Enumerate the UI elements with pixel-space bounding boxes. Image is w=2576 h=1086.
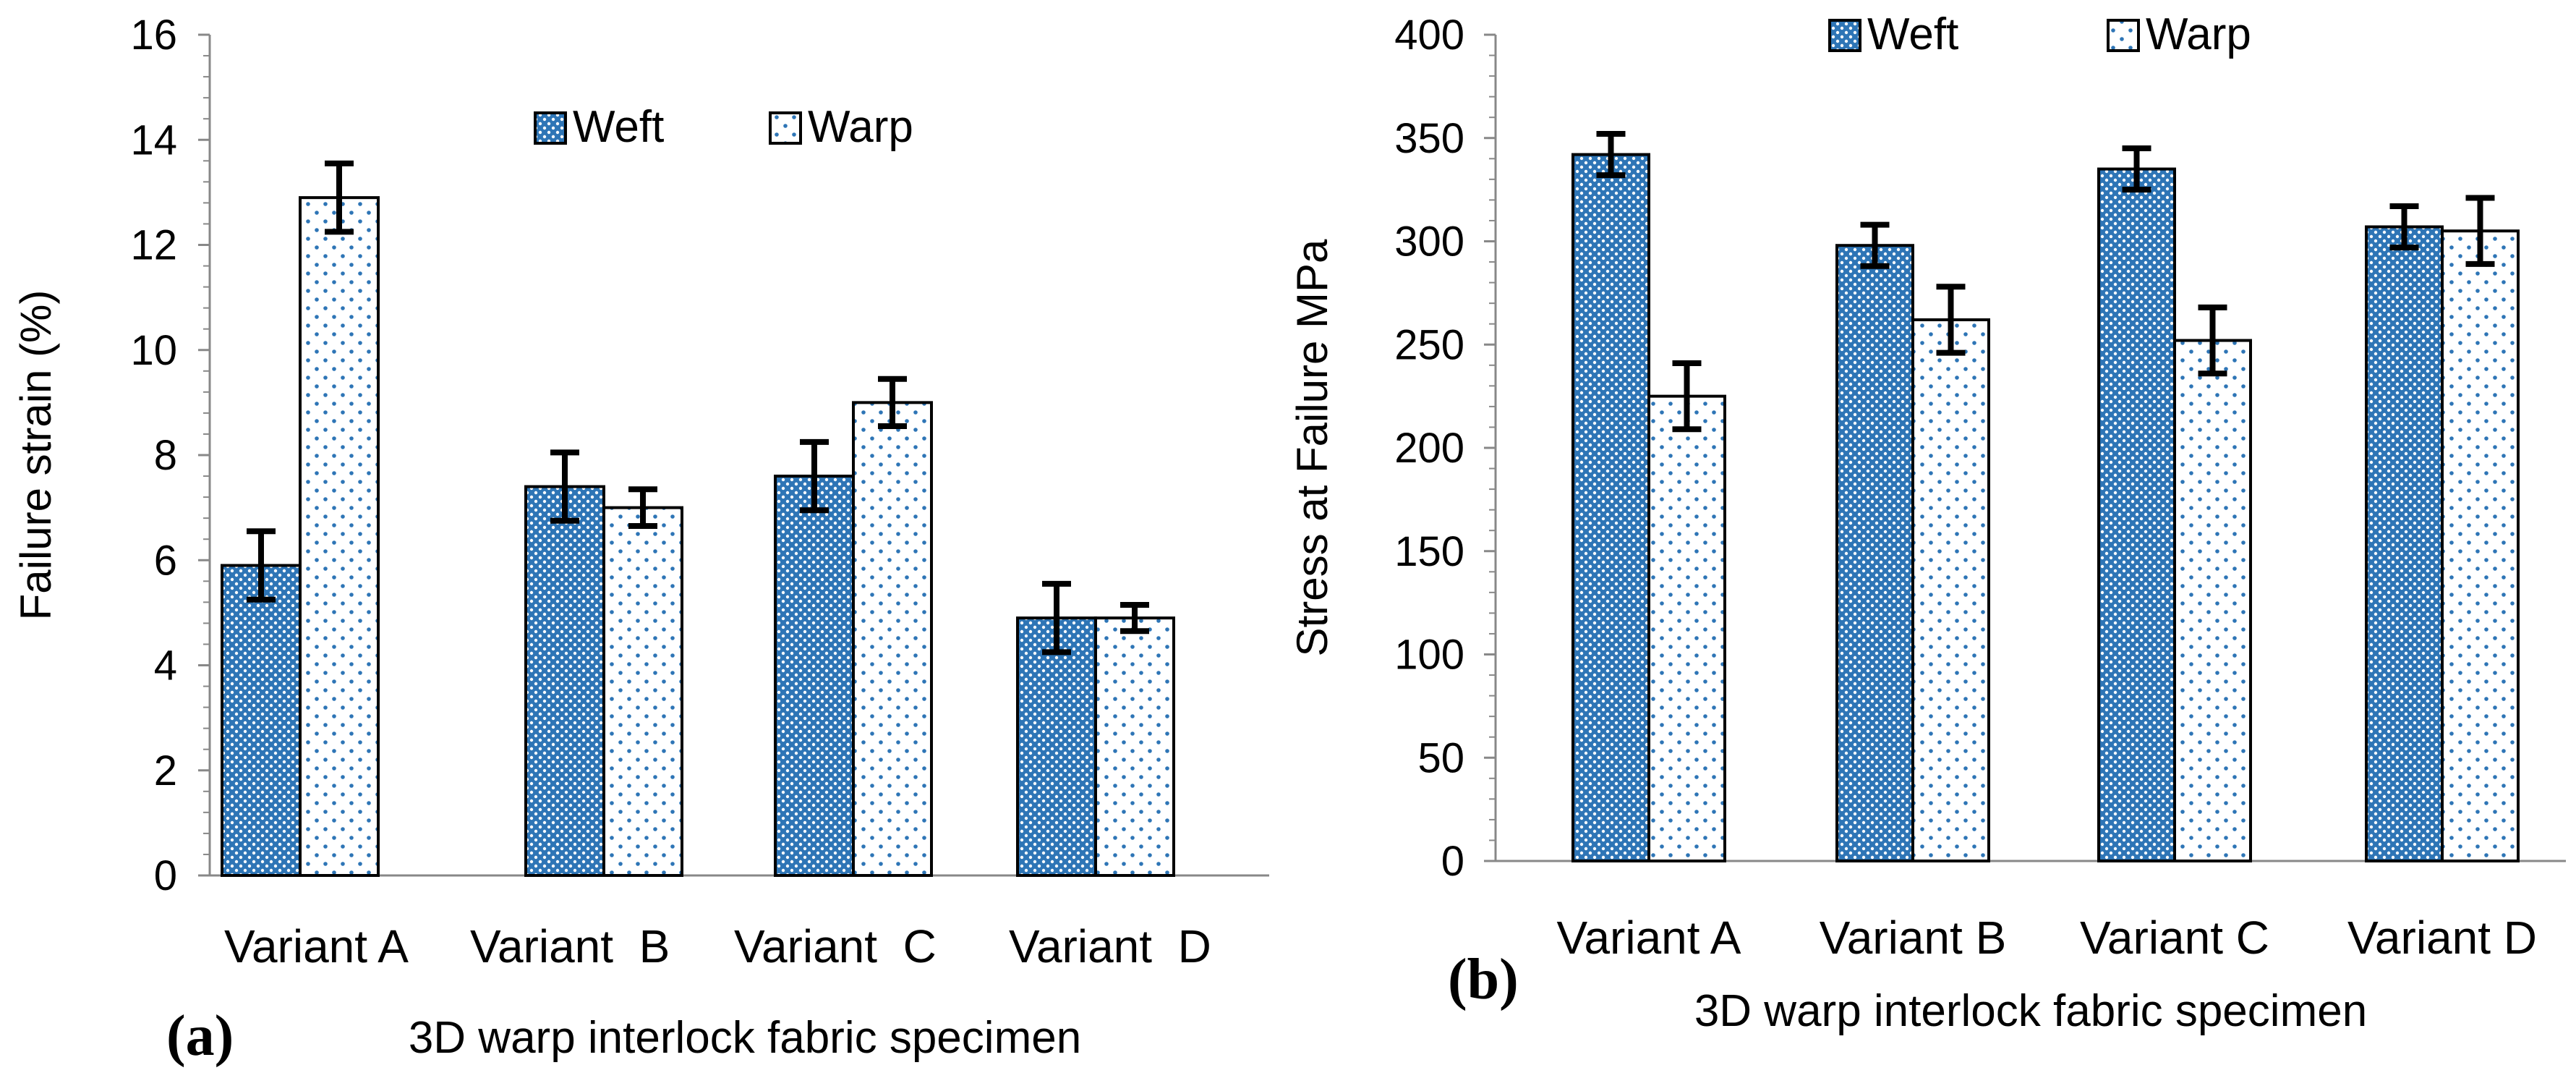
legend-swatch-weft (534, 111, 567, 145)
y-tick-label: 350 (1394, 115, 1464, 162)
x-category-label: Variant D (2347, 912, 2537, 964)
y-tick-label: 2 (154, 747, 177, 794)
bar-weft-3 (2097, 167, 2176, 862)
bar-warp-2 (602, 506, 683, 877)
bar-warp-1 (299, 196, 380, 877)
x-category-label: Variant C (734, 920, 937, 972)
bar-weft-2 (1835, 244, 1914, 862)
bar-warp-4 (1094, 616, 1175, 877)
x-category-label: Variant D (1009, 920, 1211, 972)
x-category-label: Variant C (2080, 912, 2269, 964)
y-tick-label: 400 (1394, 12, 1464, 59)
legend-label-warp: Warp (808, 102, 913, 152)
y-tick-label: 12 (130, 222, 177, 269)
chart-panel-a: 0 2 4 6 8 10 12 14 16 Weft Warp Variant A Variant B V… (12, 12, 1269, 1068)
bar-weft-1 (221, 564, 302, 877)
y-tick-label: 6 (154, 537, 177, 584)
legend-label-weft: Weft (1867, 9, 1958, 59)
legend-label-weft: Weft (573, 102, 664, 152)
x-axis-title: 3D warp interlock fabric specimen (1694, 986, 2367, 1036)
bar-warp-4 (2441, 229, 2520, 863)
bar-warp-2 (1911, 318, 1990, 862)
bar-warp-1 (1647, 394, 1726, 862)
y-tick-label: 16 (130, 12, 177, 59)
bar-weft-3 (774, 475, 855, 877)
x-category-label: Variant B (470, 920, 670, 972)
y-axis-title: Failure strain (%) (12, 290, 60, 621)
legend-label-warp: Warp (2146, 9, 2251, 59)
x-category-label: Variant B (1820, 912, 2007, 964)
x-category-label: Variant A (1557, 912, 1741, 964)
bar-weft-4 (2365, 225, 2444, 862)
y-tick-label: 300 (1394, 219, 1464, 266)
bar-warp-3 (852, 401, 933, 877)
y-tick-label: 150 (1394, 528, 1464, 575)
y-tick-label: 4 (154, 642, 177, 690)
y-tick-label: 10 (130, 327, 177, 374)
bar-weft-1 (1571, 153, 1650, 862)
legend-swatch-warp (769, 111, 802, 145)
bar-warp-3 (2173, 339, 2252, 863)
y-tick-label: 50 (1417, 734, 1464, 781)
panel-label: (a) (166, 1004, 234, 1068)
y-tick-label: 14 (130, 116, 177, 164)
y-tick-label: 250 (1394, 321, 1464, 368)
y-axis-title: Stress at Failure MPa (1288, 239, 1336, 656)
bar-weft-2 (524, 485, 605, 877)
x-axis-title: 3D warp interlock fabric specimen (409, 1013, 1081, 1063)
y-tick-label: 0 (1441, 838, 1464, 885)
panel-label: (b) (1448, 948, 1519, 1011)
x-category-label: Variant A (224, 920, 409, 972)
legend-swatch-weft (1828, 19, 1861, 52)
chart-panel-b: 0 50 100 150 200 250 300 350 400 Weft Warp Variant … (1288, 9, 2566, 1036)
y-tick-label: 0 (154, 852, 177, 899)
bar-weft-4 (1016, 616, 1097, 877)
y-tick-label: 8 (154, 432, 177, 479)
y-tick-label: 100 (1394, 632, 1464, 679)
y-tick-label: 200 (1394, 425, 1464, 472)
legend-swatch-warp (2107, 19, 2140, 52)
